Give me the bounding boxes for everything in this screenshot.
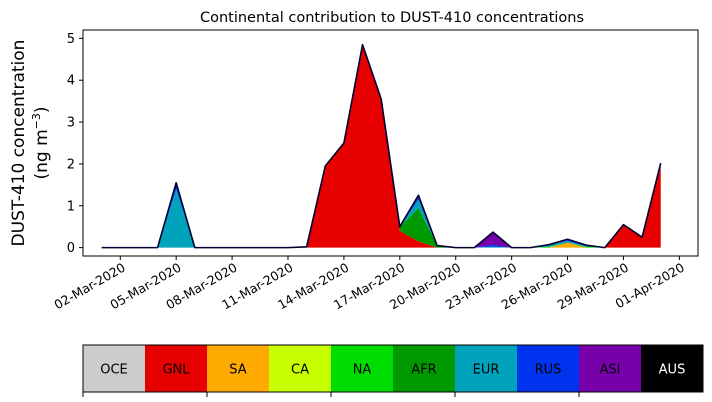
y-axis-title-line1: DUST-410 concentration [9, 40, 29, 247]
legend-colorbar: OCE GNL SA CA NA AFR EUR RUS ASI AUS [82, 344, 704, 397]
chart-title: Continental contribution to DUST-410 con… [200, 10, 584, 26]
y-axis-title-line2: (ng m−3) [30, 106, 52, 179]
legend-swatch-afr [393, 345, 456, 392]
y-axis-unit-text: (ng m [32, 129, 52, 179]
legend-swatch-asi [579, 345, 642, 392]
legend-swatch-aus [641, 345, 704, 392]
y-tick-label: 2 [67, 157, 75, 172]
legend-label-asi: ASI [600, 363, 621, 378]
y-tick-label: 4 [67, 74, 75, 89]
legend-label-oce: OCE [100, 363, 128, 378]
legend-swatch-gnl [145, 345, 208, 392]
legend-swatch-na [331, 345, 394, 392]
y-tick-label: 3 [67, 116, 75, 131]
legend-label-eur: EUR [473, 363, 500, 378]
legend-swatch-eur [455, 345, 518, 392]
y-tick-label: 1 [67, 199, 75, 214]
legend-swatch-ca [269, 345, 332, 392]
plot-frame [82, 29, 699, 257]
legend-swatch-oce [83, 345, 146, 392]
legend-label-sa: SA [229, 363, 246, 378]
area-series-gnl [101, 44, 661, 248]
y-axis-title: DUST-410 concentration (ng m−3) [9, 40, 52, 247]
y-axis-unit-close: ) [32, 106, 52, 113]
legend-frame [82, 344, 704, 393]
y-axis-unit-exponent: −3 [30, 113, 43, 129]
legend-label-gnl: GNL [162, 363, 190, 378]
legend-label-ca: CA [291, 363, 309, 378]
y-tick-label: 5 [67, 32, 75, 47]
legend-label-rus: RUS [535, 363, 562, 378]
y-tick-label: 0 [67, 241, 75, 256]
legend-swatch-rus [517, 345, 580, 392]
plot-area: 01234502-Mar-202005-Mar-202008-Mar-20201… [51, 29, 699, 312]
legend-label-afr: AFR [411, 363, 436, 378]
legend-label-aus: AUS [659, 363, 686, 378]
legend-swatch-sa [207, 345, 270, 392]
legend-label-na: NA [353, 363, 372, 378]
total-line [101, 43, 662, 249]
